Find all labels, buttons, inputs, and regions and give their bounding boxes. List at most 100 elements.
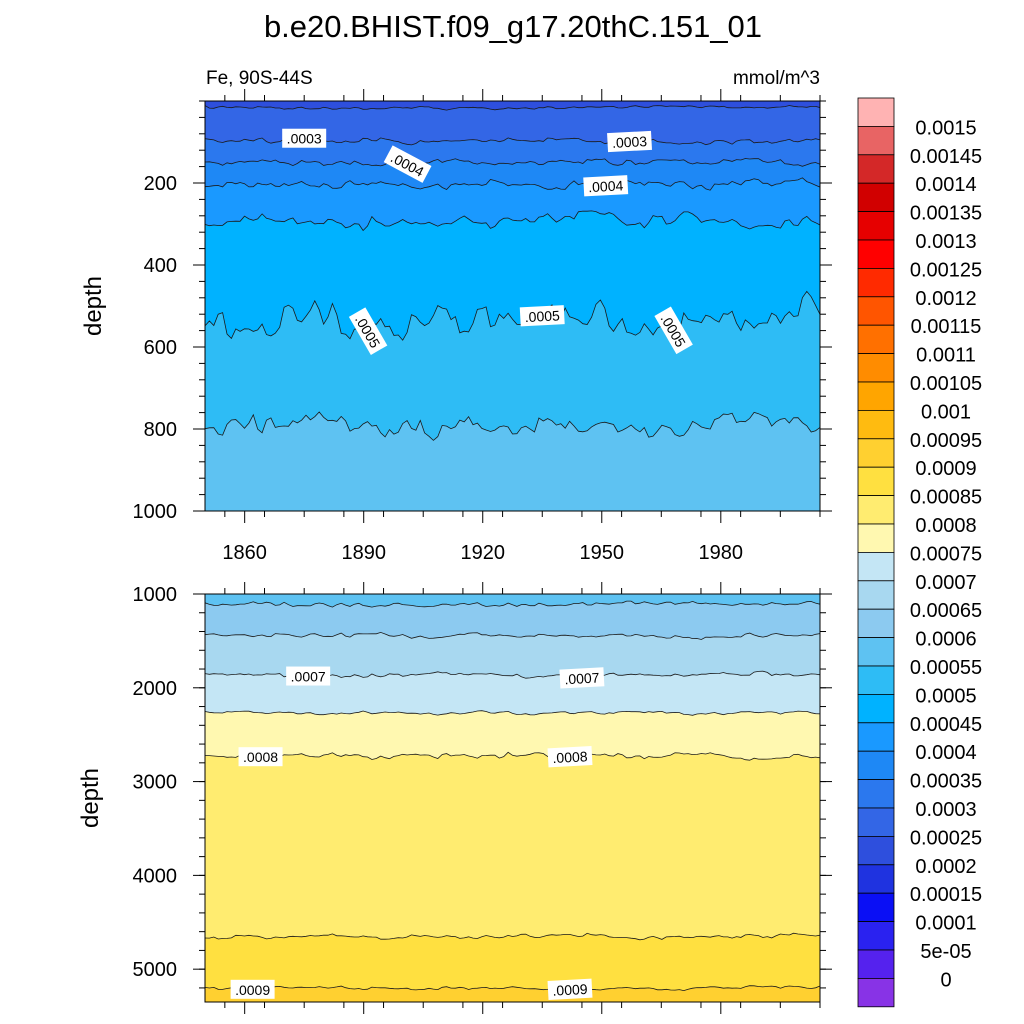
colorbar-box: [857, 637, 895, 667]
colorbar-label: 0: [940, 969, 951, 991]
colorbar-label: 0.00075: [910, 543, 982, 565]
contour-band: [205, 177, 820, 231]
colorbar-label: 0.00125: [910, 259, 982, 281]
colorbar-label: 0.00055: [910, 657, 982, 679]
colorbar-box: [857, 239, 895, 269]
subtitle-left: Fe, 90S-44S: [206, 68, 313, 89]
y-tick-label: 1000: [133, 584, 178, 606]
contour-label: .0004: [583, 175, 629, 197]
contour-band: [205, 671, 820, 716]
y-tick-label: 600: [144, 337, 177, 359]
colorbar-box: [857, 921, 895, 951]
colorbar: 0.0015 0.00145 0.0014 0.00135 0.0013 0.00125 0…: [857, 97, 982, 1008]
subtitle-right: mmol/m^3: [733, 68, 820, 89]
colorbar-label: 0.00065: [910, 600, 982, 622]
colorbar-box: [857, 466, 895, 497]
contour-line: [205, 290, 820, 341]
colorbar-box: [857, 665, 895, 695]
contour-line: [205, 158, 820, 167]
x-tick-label: 1950: [580, 542, 625, 564]
colorbar-box: [857, 495, 895, 525]
lower-panel: .0007 .0007 .0008 .0008 .0009 .0009 1000 2000 30…: [77, 582, 832, 1014]
contour-line: [205, 631, 820, 640]
contour-label-text: .0007: [291, 669, 326, 685]
contour-band: [205, 710, 820, 761]
contour-label-text: .0008: [243, 749, 278, 765]
colorbar-label: 0.0006: [915, 629, 976, 651]
colorbar-box: [857, 353, 895, 383]
colorbar-label: 0.0007: [915, 572, 976, 594]
colorbar-label: 0.00045: [910, 714, 982, 736]
colorbar-label: 0.00115: [911, 316, 982, 338]
contour-band: [205, 137, 820, 167]
contour-line: [205, 985, 820, 992]
x-tick-label: 1980: [699, 542, 744, 564]
colorbar-label: 0.00095: [910, 430, 982, 452]
contour-band: [205, 594, 820, 608]
contour-line: [205, 411, 820, 441]
contour-band: [205, 933, 820, 991]
y-axis-label: depth: [77, 768, 104, 828]
colorbar-box: [857, 949, 895, 979]
colorbar-label: 0.0002: [915, 856, 976, 878]
colorbar-label: 0.0003: [915, 799, 976, 821]
contour-label-text: .0003: [612, 133, 648, 151]
y-tick-label: 800: [144, 419, 177, 441]
colorbar-box: [857, 779, 895, 809]
contour-label: .0003: [282, 128, 327, 148]
contour-band: [205, 632, 820, 679]
contour-label-text: .0007: [564, 669, 600, 687]
colorbar-label: 0.00135: [910, 203, 982, 225]
colorbar-box: [857, 580, 895, 610]
colorbar-label: 0.00015: [910, 884, 982, 906]
contour-label: .0003: [607, 130, 652, 153]
x-tick-label: 1920: [460, 542, 505, 564]
colorbar-box: [857, 381, 895, 411]
y-axis-label: depth: [80, 276, 107, 336]
contour-label: .0009: [230, 979, 275, 999]
y-tick-label: 3000: [133, 772, 178, 794]
contour-label-text: .0005: [524, 307, 560, 325]
colorbar-box: [857, 438, 895, 468]
colorbar-label: 0.0001: [915, 913, 976, 935]
colorbar-label: 0.0008: [915, 515, 976, 537]
colorbar-label: 0.00105: [910, 373, 982, 395]
colorbar-box: [857, 722, 895, 752]
contour-label: .0008: [547, 746, 593, 768]
contour-label-text: .0009: [235, 982, 270, 998]
chart-title: b.e20.BHIST.f09_g17.20thC.151_01: [264, 9, 762, 44]
upper-panel: .0003.0003.0004.0004.0005.0005.000520040…: [80, 89, 832, 564]
colorbar-box: [857, 126, 895, 156]
contour-label: .0009: [547, 978, 593, 1000]
colorbar-box: [857, 296, 895, 326]
contour-band: [205, 412, 820, 511]
contour-label: .0005: [519, 305, 565, 327]
colorbar-label: 0.0013: [915, 231, 976, 253]
contour-line: [205, 177, 820, 191]
y-tick-label: 5000: [133, 959, 178, 981]
colorbar-box: [857, 836, 895, 866]
contour-label: .0008: [238, 747, 283, 767]
colorbar-box: [857, 154, 895, 184]
colorbar-label: 5e-05: [920, 941, 971, 963]
colorbar-box: [857, 978, 895, 1008]
colorbar-label: 0.00145: [910, 146, 982, 168]
colorbar-box: [857, 324, 895, 355]
colorbar-box: [857, 211, 895, 241]
colorbar-box: [857, 552, 895, 582]
colorbar-box: [857, 864, 895, 894]
colorbar-label: 0.0014: [915, 174, 976, 196]
colorbar-label: 0.00025: [910, 827, 982, 849]
colorbar-box: [857, 750, 895, 781]
colorbar-box: [857, 97, 895, 127]
colorbar-box: [857, 892, 895, 923]
colorbar-label: 0.001: [921, 401, 971, 423]
contour-line: [205, 600, 820, 608]
colorbar-box: [857, 807, 895, 837]
contour-label: .0007: [286, 666, 331, 686]
y-tick-label: 400: [144, 255, 177, 277]
y-tick-label: 200: [144, 173, 177, 195]
colorbar-box: [857, 694, 895, 724]
contour-label-text: .0004: [588, 177, 624, 195]
